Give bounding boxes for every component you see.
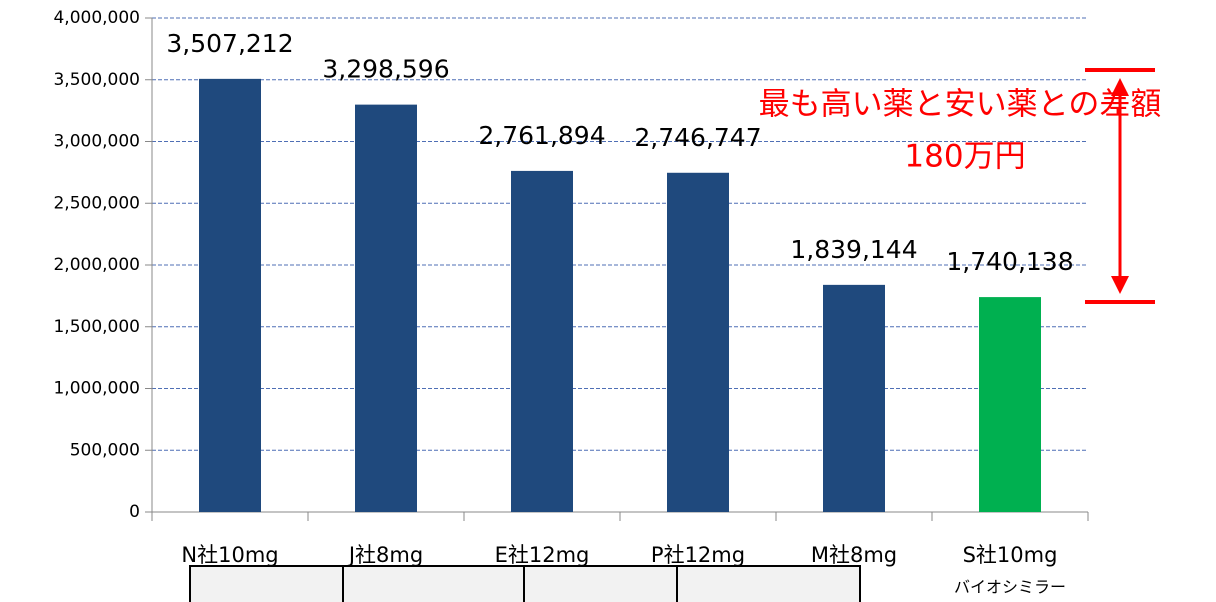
y-tick-label: 2,500,000 <box>53 193 140 213</box>
y-tick-label: 3,000,000 <box>53 132 140 152</box>
arrow-head <box>1111 276 1129 294</box>
bar <box>355 104 417 513</box>
y-tick-label: 3,500,000 <box>53 70 140 90</box>
value-label: 3,298,596 <box>322 55 449 84</box>
arrow-head <box>1111 78 1129 96</box>
annotation: 最も高い薬と安い薬との差額 <box>759 87 1162 123</box>
x-tick-label: P社12mg <box>651 543 745 567</box>
bar <box>979 297 1041 512</box>
bottom-table <box>189 565 861 602</box>
footnote: バイオシミラー <box>954 578 1066 597</box>
x-tick-label: S社10mg <box>963 543 1058 567</box>
y-tick-label: 1,500,000 <box>53 317 140 337</box>
value-label: 3,507,212 <box>166 29 293 58</box>
annotation: 180万円 <box>904 139 1025 175</box>
x-tick-label: N社10mg <box>181 543 278 567</box>
bar <box>199 78 261 513</box>
value-label: 1,740,138 <box>946 247 1073 276</box>
value-label: 1,839,144 <box>790 235 917 264</box>
y-tick-label: 0 <box>129 502 140 522</box>
range-marker <box>1085 68 1155 304</box>
y-tick-label: 4,000,000 <box>53 8 140 28</box>
bar <box>823 284 885 512</box>
x-tick-label: J社8mg <box>347 543 423 567</box>
y-tick-label: 1,000,000 <box>53 379 140 399</box>
x-tick-label: E社12mg <box>495 543 590 567</box>
bar <box>511 170 573 512</box>
value-label: 2,746,747 <box>634 123 761 152</box>
x-tick-label: M社8mg <box>811 543 897 567</box>
value-label: 2,761,894 <box>478 121 605 150</box>
y-tick-label: 500,000 <box>70 440 140 460</box>
y-tick-label: 2,000,000 <box>53 255 140 275</box>
bar <box>667 172 729 513</box>
